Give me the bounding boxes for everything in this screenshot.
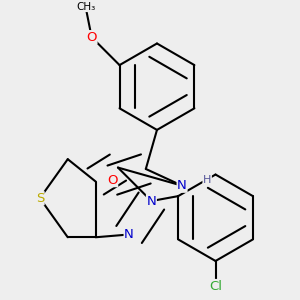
Text: O: O <box>86 31 97 44</box>
Text: Cl: Cl <box>209 280 222 292</box>
Text: N: N <box>146 194 156 208</box>
Text: N: N <box>124 228 134 241</box>
Text: N: N <box>177 179 187 192</box>
Text: CH₃: CH₃ <box>76 2 96 11</box>
Text: S: S <box>36 192 44 205</box>
Text: H: H <box>203 175 211 185</box>
Text: O: O <box>107 174 118 187</box>
